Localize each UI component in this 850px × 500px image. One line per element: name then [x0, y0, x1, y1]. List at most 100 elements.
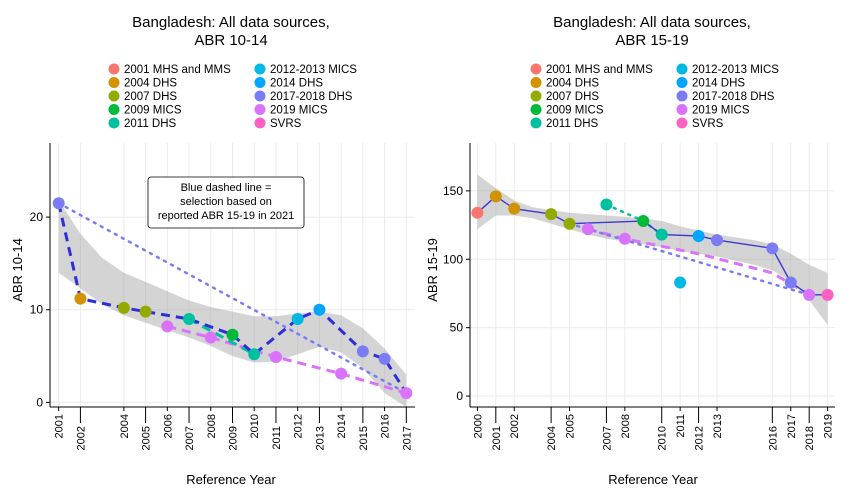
data-point — [74, 292, 87, 305]
legend-label: 2007 DHS — [546, 91, 599, 103]
x-tick-label: 2005 — [141, 426, 153, 450]
x-tick-label: 2001 — [54, 414, 66, 438]
data-point — [600, 198, 613, 211]
annotation-box: Blue dashed line = selection based on re… — [147, 176, 305, 229]
series-line — [57, 201, 408, 395]
y-tick-label: 0 — [36, 395, 43, 409]
x-tick-label: 2012 — [293, 414, 305, 438]
confidence-band — [58, 200, 407, 407]
legend-key — [676, 90, 688, 102]
legend-label: 2019 MICS — [692, 105, 750, 117]
legend-key — [530, 117, 542, 129]
legend-label: 2004 DHS — [546, 78, 599, 90]
right-plot-panel: 0 50 100 150 2000 2001 2002 2004 2005 2007 2008 201… — [443, 143, 835, 450]
x-tick-label: 2017 — [401, 426, 413, 450]
left-x-axis-title: Reference Year — [186, 472, 276, 487]
legend-label: 2014 DHS — [270, 78, 323, 90]
legend-key — [676, 63, 688, 75]
data-point — [674, 276, 687, 289]
x-tick-label: 2016 — [767, 426, 779, 450]
x-tick-label: 2013 — [314, 426, 326, 450]
x-tick-label: 2019 — [823, 414, 835, 438]
legend-key — [530, 77, 542, 88]
legend-key — [108, 90, 120, 102]
right-y-axis-title: ABR 15-19 — [425, 238, 440, 302]
data-point — [204, 331, 217, 344]
left-chart-title: Bangladesh: All data sources, — [132, 14, 330, 31]
x-tick-label: 2007 — [601, 426, 613, 450]
legend-label: 2001 MHS and MMS — [124, 64, 231, 76]
series-line — [188, 317, 255, 356]
legend-label: 2012-2013 MICS — [270, 64, 357, 76]
x-tick-label: 2018 — [804, 426, 816, 450]
series-line — [587, 227, 810, 297]
x-tick-label: 2015 — [358, 426, 370, 450]
x-tick-label: 2010 — [249, 414, 261, 438]
y-tick-label: 20 — [30, 210, 44, 224]
x-tick-label: 2010 — [657, 426, 669, 450]
legend-key — [108, 104, 120, 115]
data-point — [356, 345, 369, 358]
legend-label: 2011 DHS — [546, 118, 599, 130]
right-x-axis-title: Reference Year — [608, 472, 698, 487]
right-chart-subtitle: ABR 15-19 — [615, 32, 688, 49]
data-point — [291, 313, 304, 325]
legend-key — [254, 104, 266, 115]
x-tick-label: 2009 — [228, 426, 240, 450]
legend-key — [108, 117, 120, 129]
legend-label: 2004 DHS — [124, 78, 177, 90]
x-tick-label: 2002 — [75, 426, 87, 450]
x-tick-label: 2011 — [675, 414, 687, 438]
data-point — [117, 301, 130, 314]
data-point — [563, 217, 576, 230]
confidence-band — [477, 174, 828, 325]
data-point — [161, 320, 174, 333]
x-tick-label: 2002 — [509, 414, 521, 438]
y-tick-label: 150 — [443, 184, 463, 198]
x-tick-label: 2011 — [271, 426, 283, 450]
data-point — [803, 288, 816, 301]
legend-label: SVRS — [270, 118, 302, 130]
data-point — [784, 276, 797, 289]
legend-key — [254, 63, 266, 75]
legend-label: 2017-2018 DHS — [692, 91, 775, 103]
data-point — [139, 305, 152, 318]
annotation-line-3: reported ABR 15-19 in 2021 — [158, 210, 294, 222]
data-point — [183, 313, 196, 325]
x-tick-label: 2001 — [491, 426, 503, 450]
data-point — [335, 367, 348, 380]
legend-key — [108, 77, 120, 88]
data-point — [269, 350, 282, 363]
left-y-axis-title: ABR 10-14 — [10, 238, 25, 302]
data-point — [471, 206, 484, 219]
y-tick-label: 0 — [456, 389, 463, 403]
y-tick-label: 10 — [30, 303, 44, 317]
data-point — [711, 234, 724, 247]
legend-key — [254, 117, 266, 129]
x-tick-label: 2012 — [694, 426, 706, 450]
legend-key — [676, 77, 688, 88]
legend-key — [254, 90, 266, 102]
data-point — [618, 232, 631, 245]
legend-label: 2009 MICS — [546, 105, 604, 117]
legend-label: 2014 DHS — [692, 78, 745, 90]
data-point — [248, 348, 261, 361]
legend-label: 2019 MICS — [270, 105, 328, 117]
legend-label: 2001 MHS and MMS — [546, 64, 653, 76]
data-point — [226, 328, 239, 341]
x-tick-label: 2008 — [620, 414, 632, 438]
x-tick-label: 2013 — [712, 414, 724, 438]
y-tick-label: 50 — [450, 321, 464, 335]
x-tick-label: 2008 — [206, 414, 218, 438]
legend-key — [676, 104, 688, 115]
x-tick-label: 2016 — [380, 414, 392, 438]
x-tick-label: 2007 — [184, 426, 196, 450]
data-point — [313, 303, 326, 316]
data-point — [400, 387, 413, 400]
legend-key — [530, 63, 542, 75]
data-point — [508, 202, 521, 215]
right-chart-title: Bangladesh: All data sources, — [553, 14, 751, 31]
